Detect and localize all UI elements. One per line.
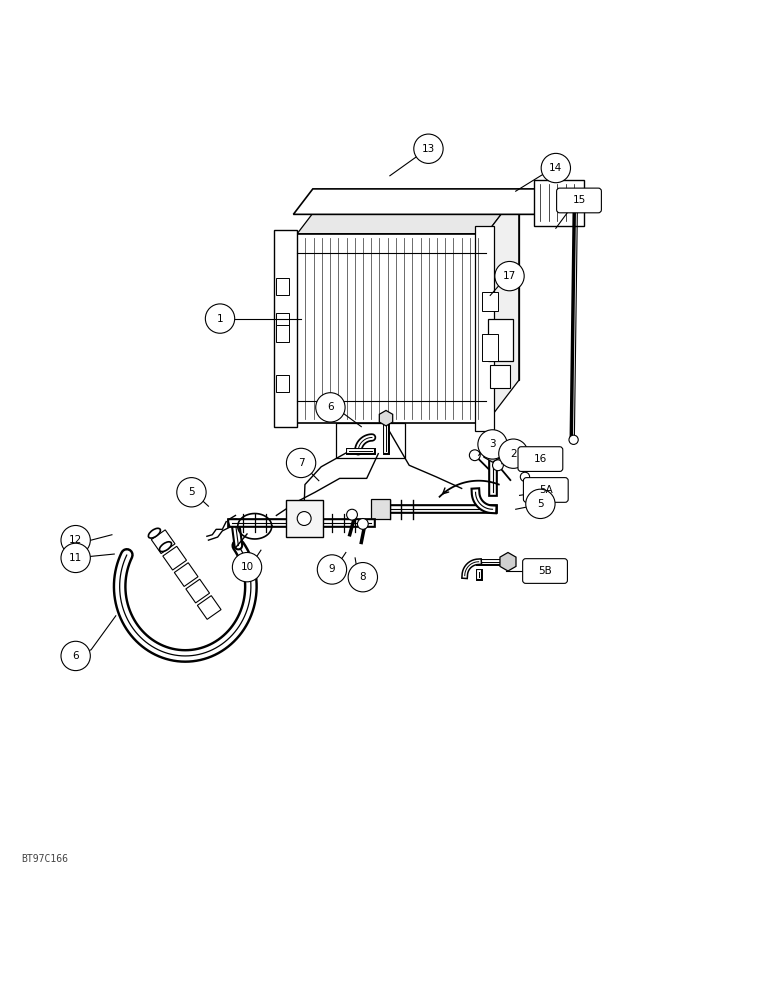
Ellipse shape: [160, 542, 171, 552]
Circle shape: [205, 304, 235, 333]
Polygon shape: [163, 546, 187, 570]
Text: 15: 15: [572, 195, 586, 205]
Bar: [336, 423, 405, 458]
Circle shape: [569, 435, 578, 444]
Text: 5: 5: [188, 487, 195, 497]
Circle shape: [469, 450, 480, 461]
Circle shape: [478, 430, 507, 459]
Text: 6: 6: [327, 402, 334, 412]
Bar: [534, 180, 584, 226]
Polygon shape: [379, 410, 393, 426]
Polygon shape: [371, 499, 390, 519]
Polygon shape: [174, 563, 198, 586]
Text: 7: 7: [298, 458, 304, 468]
Bar: [482, 334, 498, 361]
Text: 8: 8: [360, 572, 366, 582]
Circle shape: [414, 134, 443, 163]
Polygon shape: [330, 191, 519, 380]
FancyBboxPatch shape: [518, 447, 563, 471]
Bar: [276, 278, 290, 295]
Circle shape: [526, 489, 555, 519]
FancyBboxPatch shape: [557, 188, 601, 213]
Text: 16: 16: [533, 454, 547, 464]
Polygon shape: [186, 579, 209, 603]
Circle shape: [493, 460, 503, 471]
Circle shape: [61, 525, 90, 555]
Text: 3: 3: [489, 439, 496, 449]
Polygon shape: [297, 234, 486, 423]
Circle shape: [520, 472, 530, 481]
Polygon shape: [151, 530, 175, 554]
Polygon shape: [500, 552, 516, 571]
Text: 6: 6: [73, 651, 79, 661]
Bar: [276, 325, 290, 342]
Polygon shape: [274, 230, 297, 427]
Circle shape: [357, 519, 368, 529]
Text: BT97C166: BT97C166: [22, 854, 69, 864]
Circle shape: [177, 478, 206, 507]
Polygon shape: [293, 189, 581, 214]
Text: 14: 14: [549, 163, 563, 173]
Text: 11: 11: [69, 553, 83, 563]
Text: 13: 13: [422, 144, 435, 154]
Text: 5B: 5B: [538, 566, 552, 576]
Polygon shape: [297, 191, 519, 234]
FancyBboxPatch shape: [523, 478, 568, 502]
Bar: [482, 292, 498, 311]
Text: 5: 5: [537, 499, 543, 509]
Bar: [276, 313, 290, 330]
Polygon shape: [486, 191, 519, 423]
Text: 17: 17: [503, 271, 516, 281]
Circle shape: [61, 543, 90, 573]
Circle shape: [541, 153, 571, 183]
Circle shape: [495, 261, 524, 291]
Polygon shape: [484, 442, 501, 462]
Bar: [276, 375, 290, 392]
Text: 2: 2: [510, 449, 516, 459]
Polygon shape: [475, 226, 494, 431]
Circle shape: [61, 641, 90, 671]
Text: 5A: 5A: [539, 485, 553, 495]
Text: 1: 1: [217, 314, 223, 324]
Circle shape: [317, 555, 347, 584]
Ellipse shape: [148, 528, 161, 538]
Bar: [490, 365, 510, 388]
Text: 10: 10: [240, 562, 254, 572]
Circle shape: [297, 512, 311, 525]
Polygon shape: [198, 596, 221, 619]
Circle shape: [347, 509, 357, 520]
Bar: [286, 500, 323, 537]
Bar: [488, 319, 513, 361]
Circle shape: [348, 563, 378, 592]
Text: 9: 9: [329, 564, 335, 574]
FancyBboxPatch shape: [523, 559, 567, 583]
Circle shape: [232, 552, 262, 582]
Circle shape: [499, 439, 528, 468]
Circle shape: [286, 448, 316, 478]
Text: 12: 12: [69, 535, 83, 545]
Circle shape: [316, 393, 345, 422]
